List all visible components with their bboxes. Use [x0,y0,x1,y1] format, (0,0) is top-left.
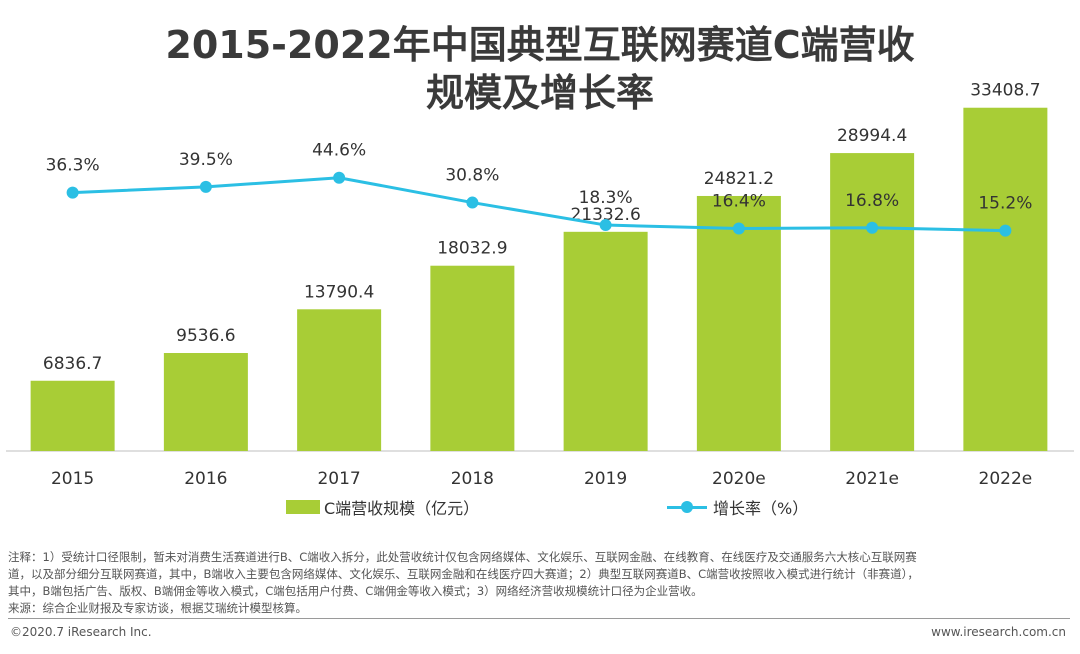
legend-revenue-label: C端营收规模（亿元） [324,499,480,518]
x-tick-label: 2021e [845,469,899,489]
x-tick-label: 2017 [317,469,360,489]
growth-rate-label: 16.8% [845,191,899,211]
growth-rate-point [999,224,1012,237]
growth-rate-label: 16.4% [712,191,766,211]
revenue-value-label: 24821.2 [704,169,774,189]
growth-rate-point [66,186,79,199]
legend-item-revenue: C端营收规模（亿元） [286,495,479,519]
revenue-bar [30,380,115,451]
revenue-bar [163,353,248,451]
revenue-value-label: 6836.7 [43,354,102,374]
revenue-bar [830,153,915,452]
revenue-value-label: 9536.6 [176,326,235,346]
x-tick-label: 2019 [584,469,627,489]
growth-rate-point [599,219,612,232]
revenue-value-label: 33408.7 [970,81,1040,101]
growth-rate-label: 39.5% [179,150,233,170]
note-line-3: 其中，B端包括广告、版权、B端佣金等收入模式，C端包括用户付费、C端佣金等收入模… [8,584,703,598]
revenue-bar [430,265,515,451]
revenue-value-label: 21332.6 [570,205,640,225]
legend-item-growth-rate: 增长率（%） [667,495,808,519]
revenue-value-label: 28994.4 [837,126,907,146]
x-tick-label: 2022e [979,469,1033,489]
chart-title-line-2: 规模及增长率 [425,71,654,115]
growth-rate-label: 30.8% [445,166,499,186]
source-line: 来源：综合企业财报及专家访谈，根据艾瑞统计模型核算。 [8,601,307,615]
legend-line-marker [667,500,707,514]
x-tick-label: 2015 [51,469,94,489]
revenue-bar [563,231,648,451]
revenue-value-label: 18032.9 [437,239,507,259]
growth-rate-point [866,221,879,234]
growth-rate-point [333,171,346,184]
growth-rate-line [72,176,1006,233]
footer-copyright: ©2020.7 iResearch Inc. [10,625,152,639]
growth-rate-point [732,222,745,235]
footer-divider [8,618,1070,619]
revenue-bar [963,107,1048,451]
x-tick-label: 2018 [451,469,494,489]
growth-rate-label: 15.2% [978,194,1032,214]
note-line-2: 道，以及部分细分互联网赛道，其中，B端收入主要包含网络媒体、文化娱乐、互联网金融… [8,567,919,581]
chart-title-line-1: 2015-2022年中国典型互联网赛道C端营收 [165,23,915,67]
revenue-value-label: 13790.4 [304,282,374,302]
legend-bar-swatch [286,500,320,514]
x-tick-label: 2016 [184,469,227,489]
note-line-1: 注释：1）受统计口径限制，暂未对消费生活赛道进行B、C端收入拆分，此处营收统计仅… [8,550,917,564]
chart-notes: 注释：1）受统计口径限制，暂未对消费生活赛道进行B、C端收入拆分，此处营收统计仅… [8,549,1072,617]
growth-rate-point [199,180,212,193]
x-tick-label: 2020e [712,469,766,489]
revenue-bar [297,309,382,451]
growth-rate-label: 44.6% [312,141,366,161]
revenue-bar [696,195,781,451]
footer-website[interactable]: www.iresearch.com.cn [931,625,1066,639]
legend-growth-rate-label: 增长率（%） [713,499,809,518]
growth-rate-label: 36.3% [46,156,100,176]
growth-rate-label: 18.3% [579,188,633,208]
chart-canvas: 6836.7 2015 9536.6 2016 13790.4 2017 18032.9 20… [6,81,1074,489]
growth-rate-point [466,196,479,209]
